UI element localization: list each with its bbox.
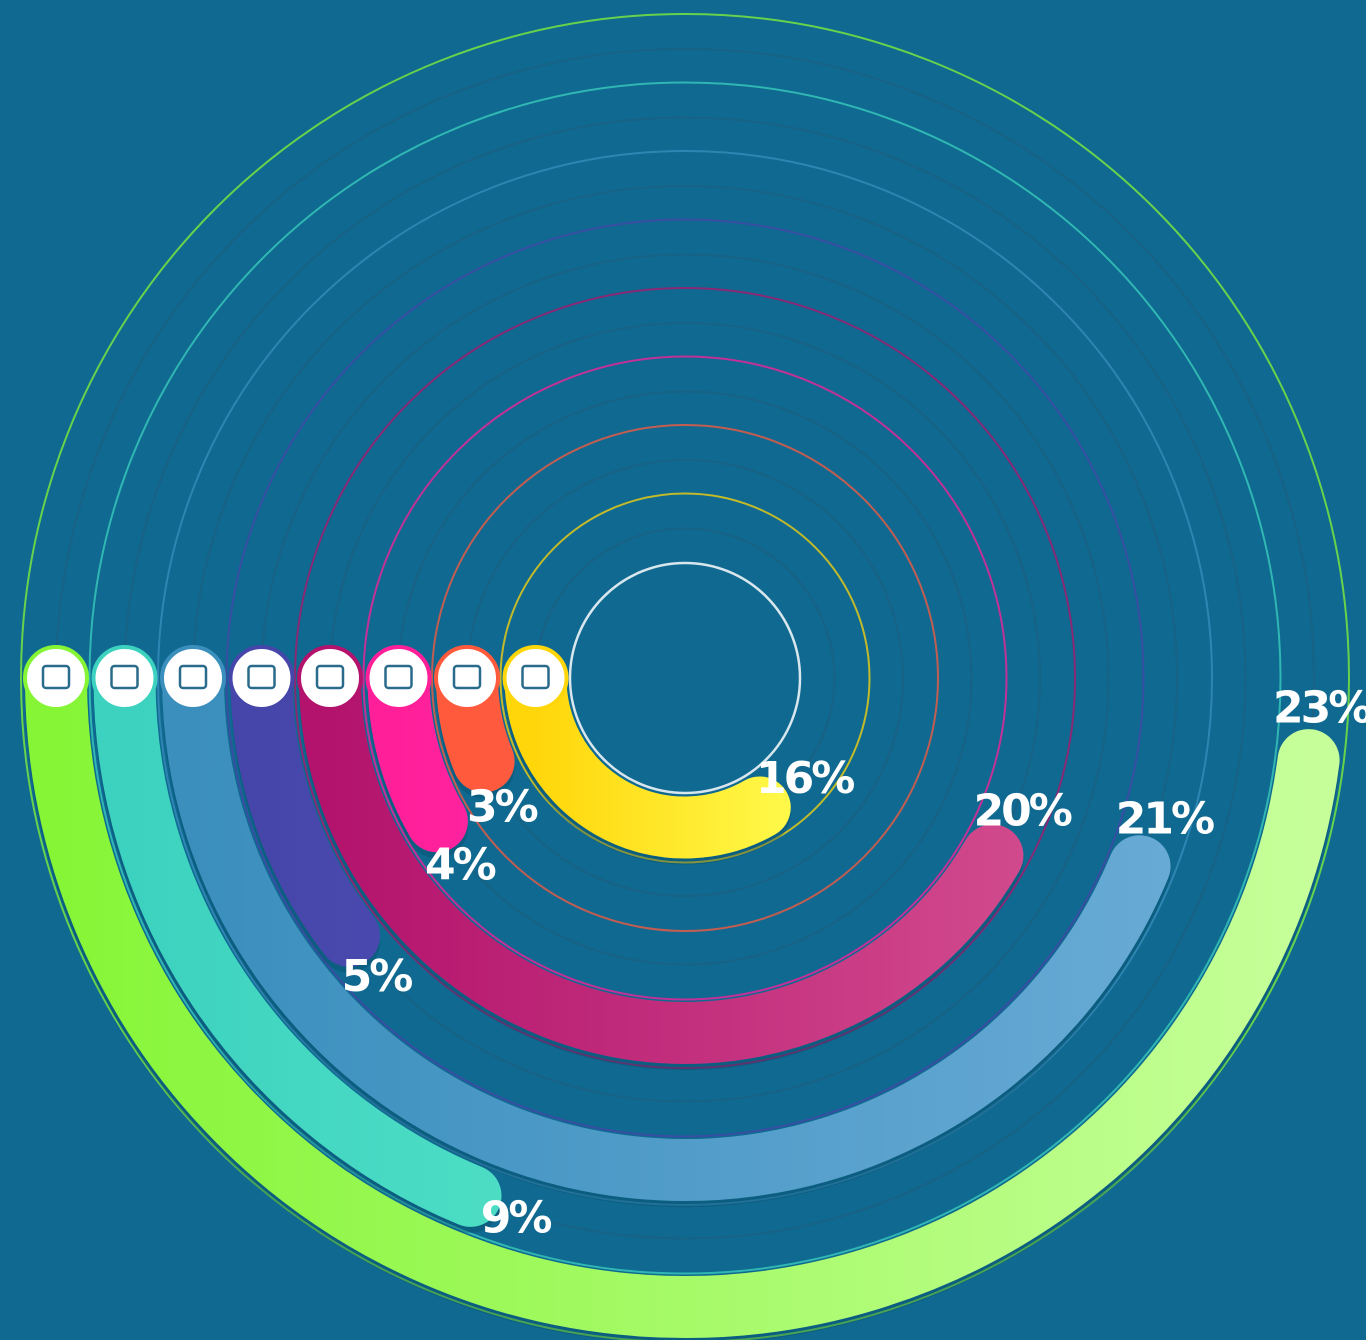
outline-ring (499, 492, 871, 864)
arc-bar (162, 647, 1171, 1201)
icon-badge (502, 645, 569, 711)
icon-badge (297, 645, 363, 711)
icon-badge (228, 645, 295, 711)
arc-bar (504, 647, 791, 859)
icon-glyph (315, 664, 345, 690)
icon-glyph (247, 664, 276, 690)
icon-badge (23, 645, 89, 711)
icon-badge (91, 645, 158, 711)
arc-bar (93, 647, 502, 1227)
icon-glyph (110, 664, 139, 690)
outline-ring (362, 355, 1008, 1001)
arc-bar (299, 647, 1024, 1064)
value-label: 16% (756, 753, 854, 804)
outline-ring (157, 150, 1213, 1206)
icon-badge (434, 645, 500, 711)
arc-bar (230, 647, 381, 967)
icon-glyph (452, 664, 482, 690)
icon-badge (365, 645, 432, 711)
value-label: 21% (1116, 793, 1214, 844)
icon-glyph (521, 664, 550, 690)
outline-ring (294, 287, 1076, 1069)
outline-ring (431, 424, 939, 932)
value-label: 3% (467, 782, 538, 833)
icon-glyph (41, 664, 71, 690)
value-label: 4% (425, 839, 496, 890)
arc-bar (25, 647, 1340, 1338)
center-ring (568, 561, 802, 795)
value-label: 23% (1273, 683, 1366, 734)
icon-glyph (178, 664, 208, 690)
icon-glyph (384, 664, 413, 690)
outline-ring (88, 81, 1282, 1275)
value-label: 9% (481, 1193, 552, 1244)
value-label: 5% (342, 951, 413, 1002)
icon-badge (160, 645, 226, 711)
outline-ring (225, 218, 1145, 1138)
outline-ring (20, 13, 1350, 1340)
value-label: 20% (974, 786, 1072, 837)
